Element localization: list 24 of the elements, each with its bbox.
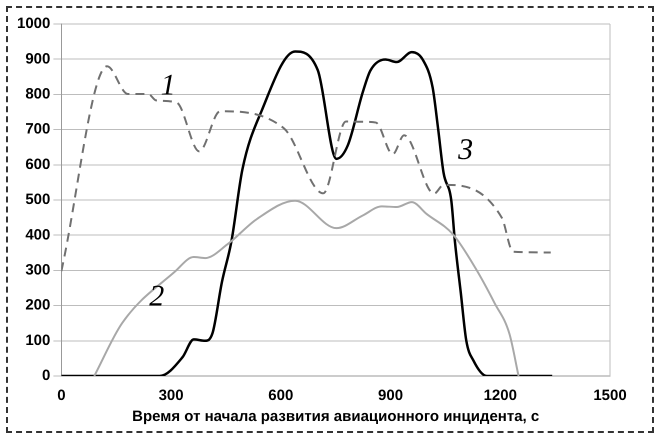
y-tick-label: 300: [25, 262, 50, 279]
line-series: [61, 65, 552, 272]
series-label: 3: [457, 132, 474, 166]
x-tick-label: 600: [268, 387, 294, 404]
y-tick-label: 900: [25, 50, 50, 68]
x-tick-label: 1500: [593, 387, 627, 404]
y-tick-label: 200: [25, 296, 50, 314]
y-tick-label: 400: [25, 226, 50, 244]
y-tick-label: 500: [25, 191, 50, 208]
series-label: 2: [149, 280, 164, 313]
y-tick-label: 800: [25, 86, 50, 103]
y-tick-label: 0: [42, 367, 50, 384]
x-tick-label: 1200: [484, 387, 517, 404]
y-tick-label: 600: [25, 156, 50, 173]
x-axis-title: Время от начала развития авиационного инцидента, с: [132, 408, 540, 426]
line-series: [61, 50, 554, 376]
x-tick-label: 900: [378, 387, 404, 404]
x-tick-label: 0: [57, 387, 66, 404]
y-tick-label: 100: [25, 332, 50, 349]
line-series: [93, 200, 520, 376]
x-tick-label: 300: [158, 387, 184, 404]
series-label: 1: [160, 68, 176, 102]
y-tick-label: 1000: [16, 15, 50, 32]
y-tick-label: 700: [25, 120, 50, 138]
